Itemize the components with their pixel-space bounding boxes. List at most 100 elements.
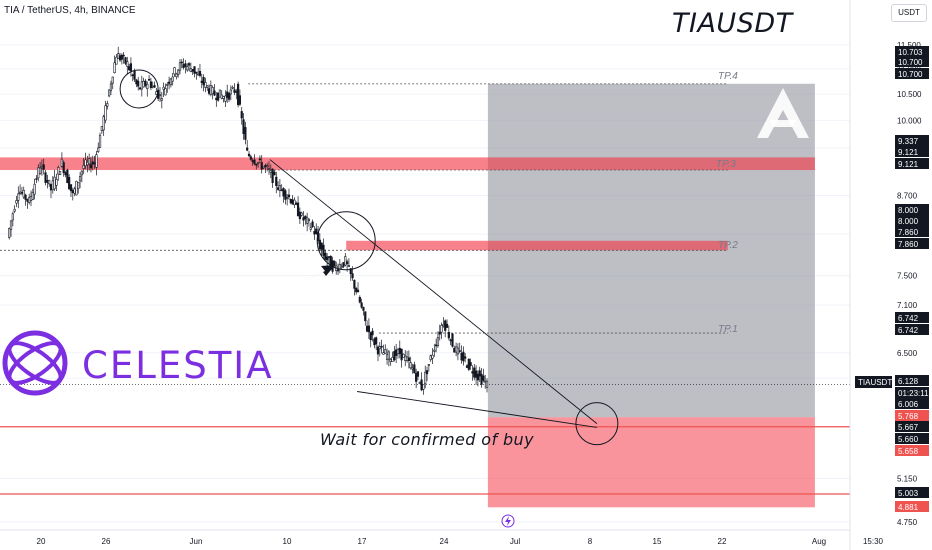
candle-body [416,371,420,377]
candle-body [131,74,134,77]
candle-body [178,62,182,71]
price-label-box [895,433,929,444]
candle-body [11,213,14,221]
candle-body [184,63,187,67]
price-label-box [895,445,929,456]
candle-body [393,351,396,361]
candle-body [456,347,460,355]
candle-body [465,365,469,368]
price-label: 10.700 [898,70,923,79]
candle-body [471,371,474,374]
symbol-header[interactable]: TIA / TetherUS, 4h, BINANCE [4,5,136,16]
candle-body [115,56,118,65]
candle-body [442,324,445,327]
candle-body [26,198,29,202]
candle-body [398,347,401,354]
candle-body [418,381,421,384]
candle-body [296,202,300,217]
currency-button[interactable]: USDT [891,4,927,22]
candle-body [229,89,232,95]
candle-body [247,153,251,157]
candle-body [142,80,145,88]
candle-body [217,92,220,101]
tp1-label: TP.1 [718,324,738,335]
candle-body [120,54,123,60]
stop-zone [487,417,815,508]
candle-body [365,325,369,332]
price-label-box [895,68,929,79]
candle-body [164,88,167,96]
candle-body [102,116,105,131]
candle-body [478,370,481,377]
candle-body [46,180,49,183]
candle-body [340,266,343,269]
candle-body [126,61,129,67]
candle-body [171,76,174,82]
price-label-box [895,421,929,432]
price-label-box [895,204,929,215]
price-label-box [895,46,929,57]
candle-body [484,380,487,383]
candle-body [80,170,83,176]
zone-layer [0,83,815,508]
candle-body [449,339,452,342]
shape-layer [119,69,809,528]
candle-body [24,194,27,200]
time-tick-label: Jun [190,537,203,546]
candle-body [231,87,234,89]
price-label: 5.667 [898,423,919,432]
candle-body [302,217,305,221]
candle-body [55,179,58,186]
candle-body [51,180,54,191]
candle-body [273,171,276,176]
candle-body [458,350,461,352]
price-label: 9.121 [898,160,919,169]
price-label: 5.658 [898,447,919,456]
candle-body [409,362,412,369]
candle-body [373,338,376,346]
candle-body [195,71,198,74]
candle-body [13,208,16,212]
price-label-box [895,375,929,386]
candle-body [264,165,267,167]
price-label-box [895,146,929,157]
candle-body [49,184,53,191]
watermark-logo-icon [770,120,796,127]
event-marker-icon [505,516,511,526]
candle-body [138,87,142,90]
candle-body [191,68,194,72]
candle-body [37,167,40,179]
candle-body [226,91,229,98]
candle-body [284,190,287,200]
resistance-band [346,240,728,251]
time-tick-label: 17 [358,537,367,546]
price-label-box [895,238,929,249]
candle-body [338,264,341,270]
candle-body [146,83,149,90]
price-tick-label: 7.100 [897,301,918,310]
price-label: 7.860 [898,228,919,237]
candle-body [218,89,222,98]
price-label-box [895,410,929,421]
candle-body [224,95,227,102]
price-label-box [895,135,929,146]
price-label: 8.000 [898,206,919,215]
candle-body [109,83,113,92]
candle-body [291,199,294,205]
candle-body [464,356,467,359]
candle-body [189,68,192,72]
candle-body [69,184,73,192]
price-label: 10.703 [898,48,923,57]
candle-body [360,302,363,308]
candle-body [166,84,169,86]
candle-body [118,55,122,61]
candle-body [371,330,374,336]
candle-body [137,80,140,87]
resistance-band [0,157,815,171]
candle-body [78,176,82,182]
candle-body [17,193,20,201]
candle-body [20,191,24,194]
candle-body [88,158,91,165]
